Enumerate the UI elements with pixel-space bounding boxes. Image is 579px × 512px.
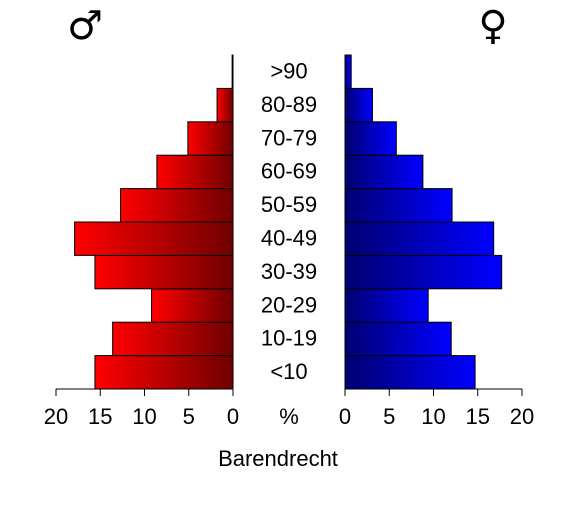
category-label: 50-59 [261, 192, 317, 217]
bar [344, 254, 503, 290]
bar [94, 254, 234, 290]
category-label: <10 [270, 359, 307, 384]
chart-title: Barendrecht [218, 446, 338, 471]
x-tick-label: 10 [421, 404, 445, 429]
x-tick-label: 5 [183, 404, 195, 429]
bar [112, 321, 234, 357]
bar [344, 355, 476, 390]
bar [94, 355, 234, 390]
bar [344, 87, 373, 123]
bar [74, 221, 234, 256]
category-label: 10-19 [261, 326, 317, 351]
bar [151, 288, 234, 323]
category-label: 80-89 [261, 92, 317, 117]
x-tick-label: 0 [339, 404, 351, 429]
x-tick-label: 10 [132, 404, 156, 429]
category-label: 40-49 [261, 226, 317, 251]
category-label: 20-29 [261, 292, 317, 317]
bar [344, 188, 453, 223]
x-tick-label: 0 [227, 404, 239, 429]
bar [344, 54, 352, 89]
legend-female: ♀ [478, 3, 507, 49]
category-label: >90 [270, 59, 307, 84]
x-axis-label: % [279, 404, 299, 429]
x-tick-label: 5 [383, 404, 395, 429]
category-label: 60-69 [261, 159, 317, 184]
category-label: 30-39 [261, 259, 317, 284]
bar [344, 321, 452, 357]
bar [344, 221, 495, 256]
x-tick-label: 20 [44, 404, 68, 429]
bar [344, 154, 424, 190]
legend-male: ♂ [67, 3, 103, 49]
bar [344, 121, 397, 156]
bar [120, 188, 234, 223]
bar [344, 288, 429, 323]
bar [156, 154, 234, 190]
x-tick-label: 20 [510, 404, 534, 429]
bar [187, 121, 234, 156]
bar [216, 87, 234, 123]
category-label: 70-79 [261, 125, 317, 150]
bar [231, 54, 234, 89]
x-tick-label: 15 [88, 404, 112, 429]
x-tick-label: 15 [466, 404, 490, 429]
